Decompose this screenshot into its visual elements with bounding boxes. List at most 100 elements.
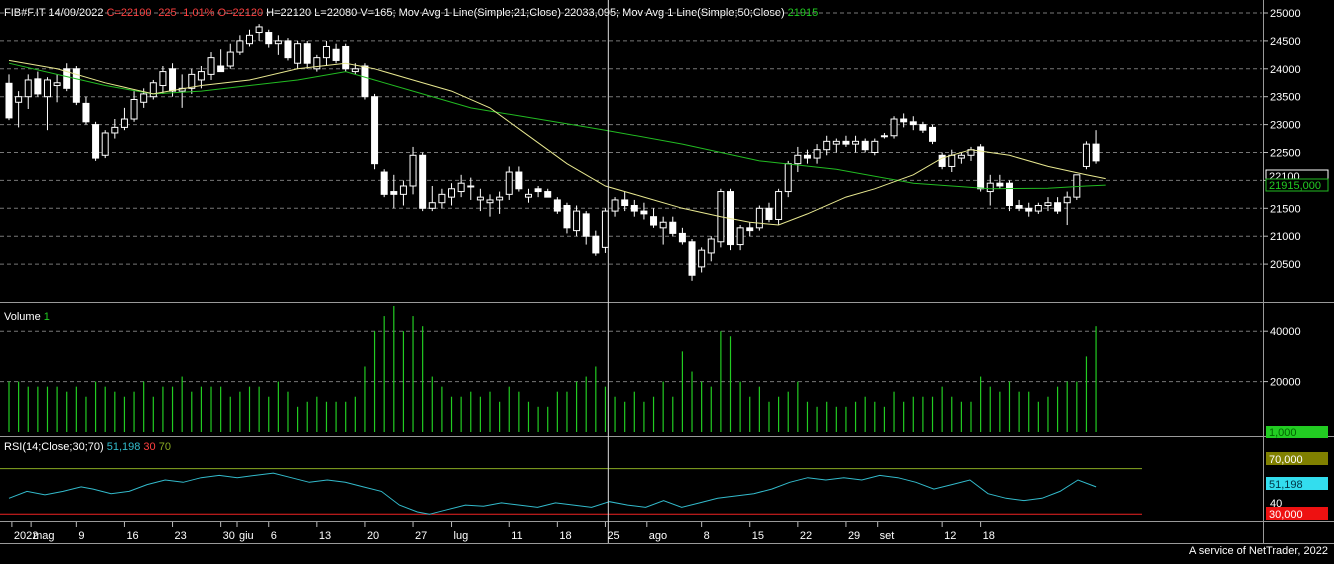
candle-down [938,154,946,167]
price-tick-label: 23500 [1270,92,1301,104]
candle-up [573,210,581,232]
price-candles [5,24,1100,281]
candle-up [986,182,994,193]
candle-down [419,154,427,209]
x-tick-label: 16 [126,530,138,542]
candle-down [380,171,388,195]
rsi-series [8,472,1097,515]
rsi-label: RSI(14;Close;30;70) [4,441,107,453]
candle-up [313,57,321,70]
rsi-tick-label: 40 [1270,498,1282,510]
candle-up [659,221,667,229]
x-tick-label: 18 [559,530,571,542]
x-tick-label: 29 [848,530,860,542]
volume-header-value: 1 [44,311,50,323]
candle-down [5,82,13,119]
candle-down [640,210,648,215]
candle-down [630,205,638,212]
price-tick-label: 24000 [1270,64,1301,76]
candle-up [197,71,205,81]
candle-up [448,188,456,198]
candle-down [544,191,552,198]
candle-down [678,232,686,243]
x-tick-label: giu [239,530,254,542]
candle-down [361,65,369,98]
candle-up [294,43,302,64]
candle-down [977,146,985,190]
candle-up [428,202,436,209]
volume-label: Volume [4,311,44,323]
candle-down [996,182,1004,187]
candle-up [149,82,157,98]
rsi-header: RSI(14;Close;30;70) 51,198 30 70 [4,441,171,453]
header-ma50-value: 21915 [788,7,819,19]
candle-down [650,216,658,226]
candle-up [130,98,138,120]
candle-down [217,65,225,73]
x-tick-label: 18 [983,530,995,542]
candle-up [880,135,888,138]
candle-up [1082,143,1090,167]
candle-up [890,118,898,137]
x-tick-label: 15 [752,530,764,542]
header-symbol: FIB#F.IT 14/09/2022 [4,7,107,19]
candle-down [765,207,773,220]
candle-up [698,249,706,268]
candle-down [371,96,379,165]
x-tick-label: 13 [319,530,331,542]
x-tick-label: 27 [415,530,427,542]
rsi-lo-box-text: 30,000 [1269,509,1303,521]
price-tick-label: 22500 [1270,148,1301,160]
candle-up [736,227,744,246]
candle-down [169,68,177,92]
candle-down [284,40,292,59]
candle-up [236,40,244,53]
candle-up [457,182,465,193]
candle-down [92,124,100,159]
candle-down [688,241,696,276]
candle-down [265,32,273,45]
axis-value-boxes: 22100 21915,000 1,000 70,000 51,198 30,0… [1265,169,1329,521]
candle-down [63,68,71,89]
candle-down [1092,143,1100,162]
axis-labels: 2500024500240002350023000225002200021500… [11,8,1301,542]
candle-up [53,82,61,87]
price-tick-label: 23000 [1270,120,1301,132]
candle-up [813,149,821,159]
ma21-line [8,59,1106,226]
x-tick-label: 6 [271,530,277,542]
candle-down [861,140,869,151]
candle-up [399,185,407,195]
candle-down [929,126,937,142]
volume-box-text: 1,000 [1269,427,1297,439]
candle-up [775,191,783,220]
grid-lines [0,12,1262,383]
candle-down [842,140,850,145]
price-tick-label: 25000 [1270,8,1301,20]
candle-up [438,193,446,204]
candle-down [534,188,542,193]
moving-averages [8,59,1106,226]
candle-down [390,191,398,195]
candle-up [476,196,484,201]
volume-tick-label: 40000 [1270,326,1301,338]
volume-tick-label: 20000 [1270,377,1301,389]
candle-up [1034,205,1042,212]
candle-up [43,79,51,98]
ma50-box-text: 21915,000 [1269,180,1321,192]
candle-down [303,43,311,64]
candle-down [1025,207,1033,212]
candle-up [1044,202,1052,207]
candle-up [852,140,860,145]
x-tick-label: 23 [175,530,187,542]
candle-down [582,213,590,237]
x-tick-label: 8 [704,530,710,542]
candle-down [919,124,927,131]
x-tick-label: set [880,530,895,542]
candle-down [332,48,340,61]
candle-up [120,118,128,128]
candle-down [72,68,80,103]
candle-up [226,51,234,67]
candle-up [601,210,609,248]
